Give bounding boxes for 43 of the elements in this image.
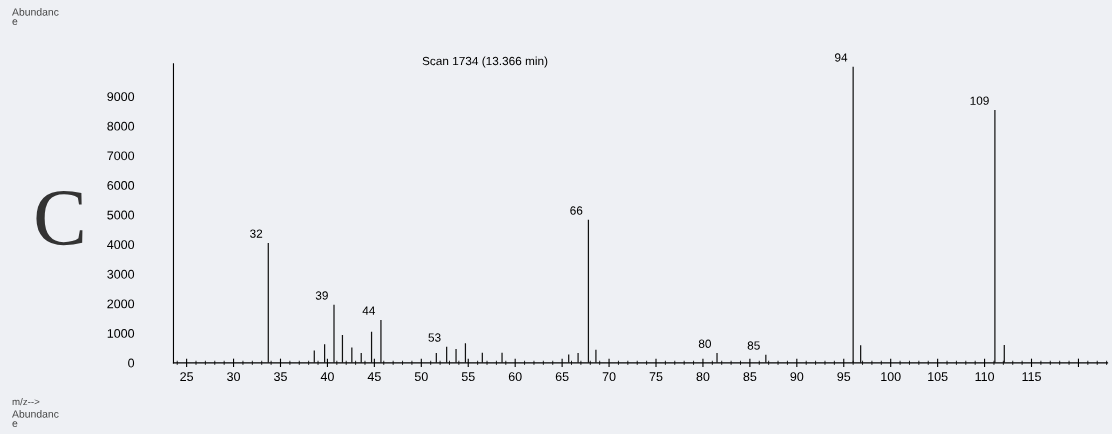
y-tick-label: 8000 — [107, 121, 135, 131]
x-tick-label: 65 — [555, 372, 569, 382]
annotation: 53 — [428, 333, 441, 342]
annotation: 109 — [970, 96, 989, 105]
x-tick-label: 100 — [881, 372, 901, 382]
y-tick-label: 1000 — [107, 329, 135, 338]
x-tick-label: 45 — [367, 372, 381, 382]
y-tick-label: 7000 — [107, 151, 135, 161]
x-tick-label: 75 — [649, 372, 663, 382]
annotation: 94 — [835, 53, 848, 62]
text: Abundanc e — [12, 410, 59, 427]
x-tick-label: 60 — [508, 372, 522, 382]
x-tick-label: 25 — [180, 372, 194, 382]
text: m/z--> — [12, 398, 40, 406]
annotation: 66 — [570, 206, 583, 215]
x-tick-label: 85 — [743, 372, 757, 382]
x-tick-label: 90 — [790, 372, 804, 382]
x-tick-label: 55 — [461, 372, 475, 382]
x-tick-label: 50 — [414, 372, 428, 382]
x-tick-label: 80 — [696, 372, 710, 382]
annotation: 44 — [362, 306, 376, 315]
x-tick-label: 70 — [602, 372, 616, 382]
y-tick-label: 0 — [128, 358, 135, 368]
annotation: 32 — [250, 229, 263, 238]
y-tick-label: 6000 — [107, 180, 135, 190]
y-tick-label: 2000 — [107, 299, 135, 309]
y-tick-label: 9000 — [107, 92, 135, 102]
x-tick-label: 35 — [274, 372, 287, 382]
y-tick-label: 5000 — [107, 210, 135, 220]
annotation: 85 — [747, 341, 760, 350]
x-tick-label: 105 — [928, 372, 948, 382]
text: Abundanc e — [12, 8, 59, 25]
text: C — [36, 191, 83, 246]
annotation: 80 — [698, 339, 712, 348]
x-tick-label: 95 — [837, 372, 851, 382]
x-tick-label: 30 — [227, 372, 241, 382]
annotation: 39 — [315, 291, 328, 300]
x-tick-label: 115 — [1022, 372, 1041, 382]
x-tick-label: 110 — [975, 372, 995, 382]
y-tick-label: 3000 — [107, 269, 135, 279]
y-tick-label: 4000 — [107, 240, 135, 250]
chart-title: Scan 1734 (13.366 min) — [422, 56, 548, 68]
x-tick-label: 40 — [320, 372, 334, 382]
